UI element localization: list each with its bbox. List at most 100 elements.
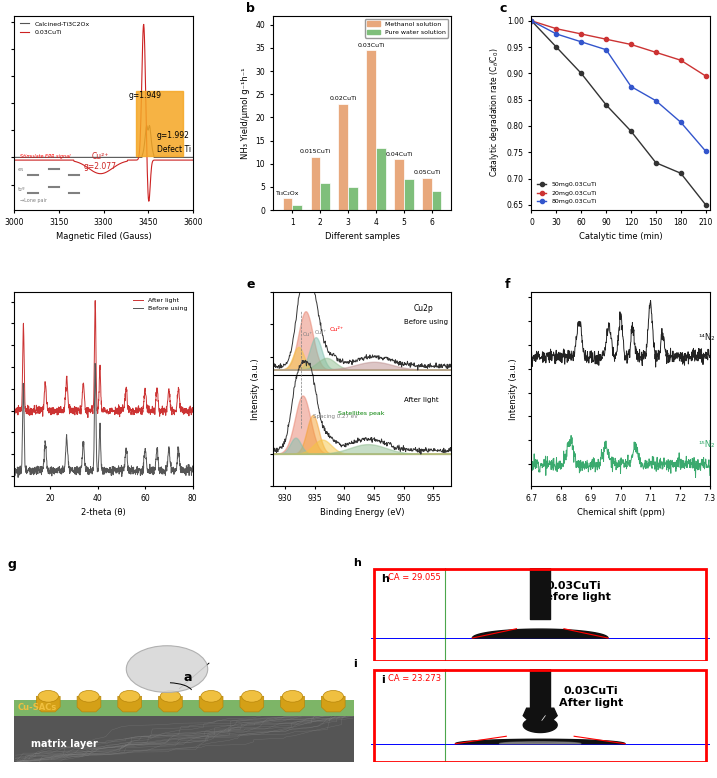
Calcined-Ti3C2Ox — [95, 152, 103, 162]
0.03CuTi — [95, 169, 103, 178]
20mg0.03CuTi — [577, 30, 586, 39]
Text: Satellites peak: Satellites peak — [338, 411, 385, 416]
Line: 50mg0.03CuTi: 50mg0.03CuTi — [529, 19, 708, 207]
Before using — [82, 461, 91, 471]
Calcined-Ti3C2Ox — [107, 152, 115, 162]
Polygon shape — [199, 696, 223, 712]
Line: 80mg0.03CuTi: 80mg0.03CuTi — [529, 19, 708, 153]
Legend: After light, Before using: After light, Before using — [130, 295, 189, 314]
Bar — [394, 159, 404, 210]
Before using — [153, 444, 161, 454]
Circle shape — [126, 646, 208, 692]
Text: h: h — [381, 574, 389, 584]
X-axis label: Chemical shift (ppm): Chemical shift (ppm) — [576, 509, 665, 517]
Text: i: i — [353, 659, 357, 669]
After light — [82, 409, 91, 419]
Circle shape — [79, 691, 99, 702]
Circle shape — [323, 691, 343, 702]
Text: h: h — [353, 558, 361, 568]
Text: 0.015CuTi: 0.015CuTi — [300, 149, 331, 155]
Calcined-Ti3C2Ox — [10, 152, 19, 162]
Bar — [293, 205, 302, 210]
50mg0.03CuTi — [602, 100, 610, 110]
Text: Cu-SACs: Cu-SACs — [18, 703, 57, 712]
Polygon shape — [500, 741, 581, 744]
Polygon shape — [77, 696, 101, 712]
Text: Cu²⁺: Cu²⁺ — [315, 330, 327, 335]
Circle shape — [282, 691, 303, 702]
Text: Cu2p: Cu2p — [414, 304, 433, 314]
Polygon shape — [158, 696, 182, 712]
80mg0.03CuTi — [552, 30, 561, 39]
Polygon shape — [14, 700, 353, 716]
Circle shape — [38, 691, 59, 702]
Bar — [338, 103, 348, 210]
Polygon shape — [280, 696, 305, 712]
After light — [149, 406, 158, 415]
Text: Ti₃C₂Ox: Ti₃C₂Ox — [276, 191, 299, 196]
Text: 0.05CuTi: 0.05CuTi — [413, 170, 440, 175]
After light — [133, 405, 141, 414]
Before using — [91, 359, 100, 368]
50mg0.03CuTi — [552, 43, 561, 52]
Y-axis label: Intensity (a.u.): Intensity (a.u.) — [509, 358, 518, 420]
50mg0.03CuTi — [527, 16, 536, 26]
Legend: 50mg0.03CuTi, 20mg0.03CuTi, 80mg0.03CuTi: 50mg0.03CuTi, 20mg0.03CuTi, 80mg0.03CuTi — [535, 180, 599, 207]
Polygon shape — [523, 708, 557, 730]
Before using — [29, 467, 37, 476]
Before using — [89, 466, 98, 475]
Y-axis label: Catalytic degradation rate (C$_t$/C$_0$): Catalytic degradation rate (C$_t$/C$_0$) — [488, 48, 501, 177]
Bar — [422, 177, 432, 210]
20mg0.03CuTi — [552, 24, 561, 33]
Text: ¹⁴N₂: ¹⁴N₂ — [698, 333, 714, 342]
20mg0.03CuTi — [627, 40, 635, 49]
After light — [28, 408, 37, 417]
Bar — [404, 179, 414, 210]
Y-axis label: NH₃ Yield/μmol g⁻¹h⁻¹: NH₃ Yield/μmol g⁻¹h⁻¹ — [241, 67, 250, 159]
Text: ¹⁵N₂: ¹⁵N₂ — [698, 440, 714, 450]
Text: i: i — [381, 675, 384, 685]
50mg0.03CuTi — [627, 127, 635, 136]
Text: Stimulate EPR signal: Stimulate EPR signal — [19, 153, 70, 159]
80mg0.03CuTi — [652, 96, 660, 105]
X-axis label: Catalytic time (min): Catalytic time (min) — [579, 233, 663, 241]
Y-axis label: Intensity (a.u.): Intensity (a.u.) — [0, 82, 1, 144]
Before using — [14, 473, 22, 482]
X-axis label: Different samples: Different samples — [325, 233, 399, 241]
80mg0.03CuTi — [527, 16, 536, 26]
Polygon shape — [530, 568, 551, 619]
50mg0.03CuTi — [677, 169, 685, 178]
Bar — [348, 187, 358, 210]
Text: Spacing 0.27 eV: Spacing 0.27 eV — [313, 414, 358, 419]
Polygon shape — [321, 696, 345, 712]
0.03CuTi — [116, 159, 125, 168]
0.03CuTi — [96, 169, 105, 178]
20mg0.03CuTi — [527, 16, 536, 26]
0.03CuTi — [185, 156, 194, 165]
Text: b: b — [246, 2, 255, 15]
After light — [189, 405, 197, 414]
Polygon shape — [118, 696, 141, 712]
Line: Before using: Before using — [14, 363, 193, 478]
Before using — [189, 464, 197, 474]
Polygon shape — [14, 714, 353, 762]
50mg0.03CuTi — [701, 200, 710, 209]
80mg0.03CuTi — [577, 37, 586, 47]
80mg0.03CuTi — [701, 146, 710, 156]
X-axis label: 2-theta (θ): 2-theta (θ) — [81, 509, 126, 517]
Text: 0.03CuTi
After light: 0.03CuTi After light — [559, 686, 623, 708]
Polygon shape — [523, 717, 557, 733]
Text: g=1.992: g=1.992 — [157, 131, 190, 140]
Line: After light: After light — [14, 300, 193, 418]
After light — [10, 403, 19, 412]
Bar — [320, 183, 330, 210]
Text: t₂ᵍ: t₂ᵍ — [18, 187, 26, 191]
0.03CuTi — [157, 156, 166, 165]
0.03CuTi — [107, 165, 115, 174]
Text: c: c — [500, 2, 507, 15]
0.03CuTi — [139, 19, 148, 29]
50mg0.03CuTi — [652, 158, 660, 167]
Circle shape — [242, 691, 262, 702]
Line: 0.03CuTi: 0.03CuTi — [14, 24, 193, 202]
Polygon shape — [240, 696, 264, 712]
